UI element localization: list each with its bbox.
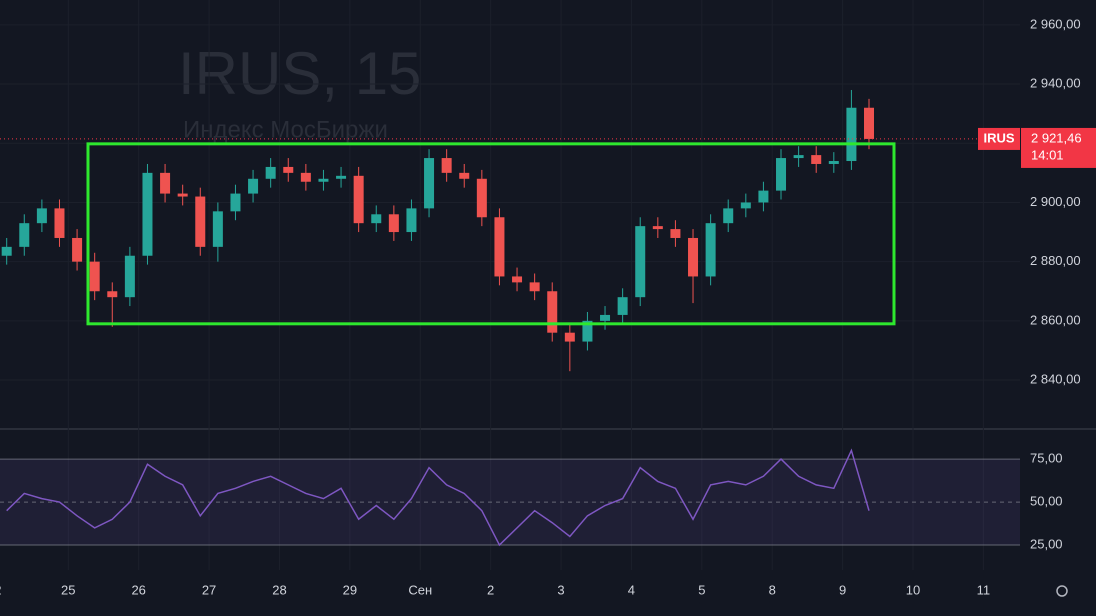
y-tick-label: 2 880,00 [1030,253,1081,268]
x-tick-label: 2 [487,582,494,597]
candle-body [476,178,487,218]
x-tick-label: 25 [61,582,75,597]
candle-body [371,214,382,224]
price-tag-name: IRUS [983,130,1014,145]
candle-body [177,193,188,197]
range-box [86,142,896,326]
candle-body [600,314,611,321]
x-tick-label: 26 [131,582,145,597]
candle-body [195,196,206,247]
x-tick-label: 29 [343,582,357,597]
candle-body [494,217,505,277]
rsi-tick-label: 75,00 [1030,451,1063,466]
x-tick-label: 28 [272,582,286,597]
x-tick-label: 8 [769,582,776,597]
price-tag-value: 2 921,46 [1031,130,1082,145]
candle-body [19,223,30,247]
settings-icon[interactable] [1056,585,1068,597]
candle-body [635,226,646,298]
y-tick-label: 2 940,00 [1030,75,1081,90]
candle-body [36,208,47,224]
candle-body [336,175,347,179]
candle-body [388,214,399,233]
candle-body [441,158,452,173]
x-tick-label: Сен [408,582,432,597]
candle-body [793,155,804,159]
x-tick-label: 3 [557,582,564,597]
price-tag-time: 14:01 [1031,147,1064,162]
candle-body [670,229,681,238]
candle-body [54,208,65,238]
candle-body [353,175,364,224]
candle-body [107,291,118,298]
price-tag-name-bg [978,127,1020,150]
candle-body [512,276,523,283]
candle-body [828,161,839,164]
candle-body [300,172,311,182]
price-tag-bg [1021,127,1096,168]
candle-body [406,208,417,233]
x-tick-label: 27 [202,582,216,597]
watermark-title: IRUS, 15 [178,40,421,107]
rsi-tick-label: 50,00 [1030,494,1063,509]
x-tick-label: 2 [0,582,2,597]
candle-body [230,193,241,212]
candle-body [547,291,558,333]
candle-body [459,172,470,179]
watermark-subtitle: Индекс МосБиржи [183,116,388,143]
candle-body [160,172,171,194]
candle-body [248,178,259,194]
candle-body [846,107,857,162]
candle-body [265,166,276,179]
candle-body [740,202,751,209]
y-tick-label: 2 840,00 [1030,371,1081,386]
candle-body [1,246,12,256]
candle-body [318,178,329,182]
candle-body [705,223,716,277]
candle-body [582,320,593,342]
rsi-tick-label: 25,00 [1030,536,1063,551]
rsi-line [6,448,870,547]
y-tick-label: 2 900,00 [1030,194,1081,209]
candle-body [124,255,135,298]
candle-body [811,155,822,164]
candle-body [617,297,628,315]
candle-body [652,226,663,230]
candle-body [723,208,734,224]
x-tick-label: 9 [839,582,846,597]
candle-body [72,237,83,262]
y-tick-label: 2 960,00 [1030,16,1081,31]
candle-body [564,332,575,342]
candle-body [688,237,699,277]
candle-body [89,261,100,292]
candle-body [758,190,769,203]
candle-body [212,211,223,247]
candle-body [283,166,294,173]
x-tick-label: 4 [628,582,635,597]
candle-body [776,158,787,191]
x-tick-label: 5 [698,582,705,597]
x-tick-label: 11 [977,582,991,597]
candle-body [142,172,153,256]
candle-body [529,282,540,292]
candle-body [864,107,875,139]
y-tick-label: 2 860,00 [1030,312,1081,327]
candle-body [424,158,435,209]
x-tick-label: 10 [906,582,920,597]
